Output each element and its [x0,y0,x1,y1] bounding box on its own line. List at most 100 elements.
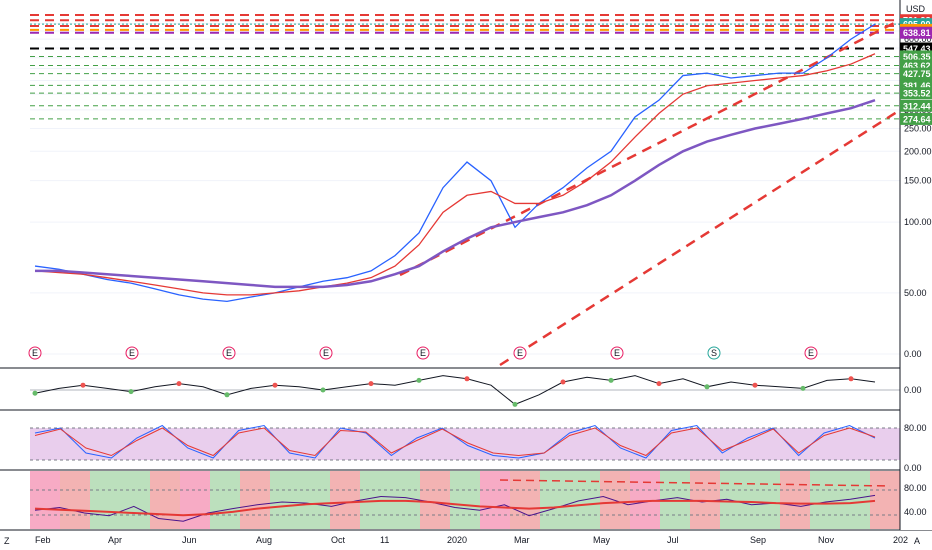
osc-dot [512,401,518,407]
price-level-badge [900,50,932,63]
price-panel[interactable] [30,0,900,368]
event-marker [416,346,430,360]
price-tick-label: 50.00 [904,288,927,298]
osc-dot [368,381,374,387]
price-level-label: 312.44 [903,101,931,111]
price-level-label: 274.64 [903,114,931,124]
rsi-zone [780,471,810,529]
event-marker [319,346,333,360]
rsi-zone [810,471,840,529]
event-label: E [614,348,620,358]
osc-dot [176,381,182,387]
time-axis-labels: Feb Apr Jun Aug Oct 11 2020 Mar May Jul Sep Nov 202 [35,535,908,545]
time-tick-label: Mar [514,535,530,545]
rsi-zone [240,471,270,529]
osc-dot [848,376,854,382]
time-tick-label: Jun [182,535,197,545]
price-series-line [35,98,876,289]
event-label: E [129,348,135,358]
osc-dot [416,377,422,383]
osc-dot [128,389,134,395]
event-marker [610,346,624,360]
price-level-label: 506.35 [903,52,931,62]
osc-dot [32,390,38,396]
rsi-tick-label: 80.00 [904,483,927,493]
osc-line [34,375,876,405]
price-level-label: 547.43 [903,44,931,54]
time-tick-label: 2020 [447,535,467,545]
time-tick-label: Feb [35,535,51,545]
currency-label: USD [906,4,926,14]
stochastic-series [34,424,876,459]
osc-dot [80,382,86,388]
event-label: S [711,348,717,358]
rsi-zone [90,471,120,529]
time-tick-label: Sep [750,535,766,545]
osc-dot [320,387,326,393]
price-gridlines [30,22,900,355]
footer-left-label[interactable]: Z [4,536,10,546]
time-tick-label: May [593,535,611,545]
stoch-tick-label: 80.00 [904,423,927,433]
time-tick-label: 202 [893,535,908,545]
rsi-zone [210,471,240,529]
rsi-zone [420,471,450,529]
footer-right-label[interactable]: A [914,536,921,546]
event-marker [707,346,721,360]
event-label: E [32,348,38,358]
time-tick-label: Oct [331,535,346,545]
price-level-label: 463.62 [903,61,931,71]
price-level-label: 353.52 [903,89,931,99]
time-tick-label: Apr [108,535,122,545]
stoch-line [34,427,876,457]
osc-dot [272,382,278,388]
osc-dot [704,384,710,390]
rsi-zone [870,471,900,529]
price-levels [30,14,900,120]
event-marker [804,346,818,360]
osc-dot [608,377,614,383]
event-label: E [517,348,523,358]
price-level-badge [900,112,932,125]
rsi-zone [450,471,480,529]
price-level-badge [900,26,932,39]
stoch-tick-label: 0.00 [904,463,922,473]
time-tick-label: Jul [667,535,679,545]
price-tick-label: 0.00 [904,349,922,359]
price-series-line [34,23,876,303]
osc-dot [464,376,470,382]
rsi-background-zones [30,471,900,529]
rsi-tick-label: 40.00 [904,507,927,517]
rsi-zone [60,471,90,529]
event-label: E [323,348,329,358]
event-label: E [226,348,232,358]
rsi-zone [330,471,360,529]
rsi-zone [180,471,210,529]
time-tick-label: Aug [256,535,272,545]
price-level-badge [900,99,932,112]
price-level-label: 427.75 [903,69,931,79]
rsi-series [34,494,876,522]
price-tick-label: 600.00 [904,34,932,44]
channel-lower-line [499,108,901,367]
rsi-zone [300,471,330,529]
time-tick-label: 11 [380,535,389,545]
price-series [34,23,876,303]
oscillator-panel[interactable] [30,369,900,409]
event-marker [125,346,139,360]
osc-dot [656,381,662,387]
price-tick-label: 200.00 [904,146,932,156]
rsi-zone [120,471,150,529]
price-tick-label: 150.00 [904,176,932,186]
price-level-badge [900,87,932,100]
trend-channel [399,18,901,367]
event-label: E [420,348,426,358]
osc-dot [224,392,230,398]
osc-dot [560,379,566,385]
osc-dot [800,385,806,391]
event-marker [28,346,42,360]
event-marker [222,346,236,360]
channel-upper-line [399,18,901,277]
